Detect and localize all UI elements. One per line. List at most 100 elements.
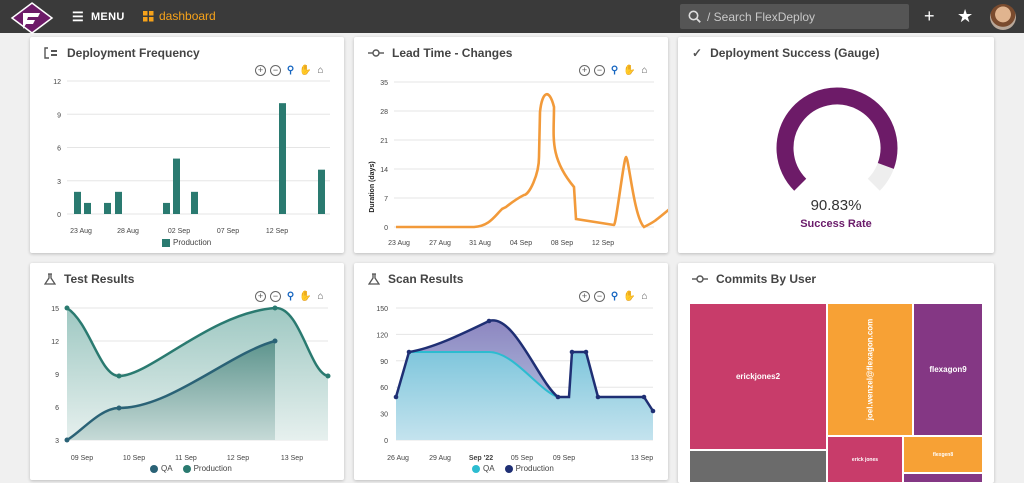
treemap-label: joel.wenzel@flexagon.com: [865, 318, 875, 421]
x-tick-label: 27 Aug: [429, 240, 451, 247]
gauge-label: Success Rate: [800, 218, 872, 230]
deploy-icon: [44, 47, 57, 59]
deployment-success-card: ✓ Deployment Success (Gauge) 90.83% Succ…: [678, 37, 994, 253]
bar[interactable]: [84, 202, 91, 214]
breadcrumb-label: dashboard: [159, 9, 216, 23]
zoom-in-icon[interactable]: +: [255, 65, 266, 76]
x-tick-label: 26 Aug: [387, 455, 409, 462]
test-results-chart: 15 12 9 6 3 09 Sep 10 Sep 11 Sep 12 Sep 13 Sep: [51, 305, 331, 462]
bar[interactable]: [104, 202, 111, 214]
legend-swatch: [150, 464, 158, 473]
y-tick-label: 35: [380, 80, 388, 87]
add-icon[interactable]: +: [924, 6, 935, 26]
legend-swatch: [182, 464, 191, 473]
lead-time-chart: 35 28 21 14 7 0 Duration (days) 23 Aug 27 Aug 3…: [369, 80, 668, 247]
zoom-select-icon[interactable]: ⚲: [286, 291, 295, 302]
scan-results-chart: 150 120 90 60 30 0 26 Aug 29 Aug Sep '22 05 Sep 0…: [376, 306, 656, 462]
y-tick-label: 90: [380, 359, 388, 366]
pan-icon[interactable]: ✋: [623, 291, 636, 302]
flask-icon: [44, 273, 56, 285]
deployment-frequency-chart: 12 9 6 3 0 23 Aug 28 Aug 02 Sep 07 Sep 12 Sep: [53, 79, 330, 235]
y-tick-label: 6: [57, 146, 61, 153]
x-tick-label: Sep '22: [469, 455, 493, 462]
treemap-label: flexgen8: [932, 451, 954, 458]
x-tick-label: 10 Sep: [123, 455, 145, 462]
bar[interactable]: [163, 202, 170, 214]
treemap-label: erick jones: [851, 456, 879, 463]
pan-icon[interactable]: ✋: [299, 291, 312, 302]
breadcrumb[interactable]: dashboard: [143, 9, 216, 23]
x-tick-label: 13 Sep: [631, 455, 653, 462]
zoom-in-icon[interactable]: +: [255, 291, 266, 302]
treemap-tile[interactable]: flexagon9: [913, 303, 983, 436]
checkmark-icon: ✓: [692, 46, 703, 60]
production-markers: [393, 318, 656, 414]
y-tick-label: 0: [57, 212, 61, 219]
treemap-tile[interactable]: erick jones: [827, 436, 903, 483]
legend-swatch: [472, 464, 480, 473]
y-tick-label: 60: [380, 385, 388, 392]
reset-home-icon[interactable]: ⌂: [641, 291, 648, 302]
zoom-select-icon[interactable]: ⚲: [610, 65, 619, 76]
y-tick-label: 7: [384, 196, 388, 203]
card-title: Commits By User: [716, 272, 817, 286]
bar[interactable]: [318, 169, 325, 214]
gauge-fill: [776, 87, 898, 191]
y-tick-label: 15: [51, 306, 59, 313]
reset-home-icon[interactable]: ⌂: [317, 291, 324, 302]
zoom-in-icon[interactable]: +: [579, 65, 590, 76]
qa-line: [66, 339, 276, 442]
chart-legend[interactable]: Production: [162, 238, 211, 247]
pan-icon[interactable]: ✋: [299, 65, 312, 76]
y-tick-label: 12: [51, 339, 59, 346]
x-tick-label: 05 Sep: [511, 455, 533, 462]
zoom-select-icon[interactable]: ⚲: [610, 291, 619, 302]
y-tick-label: 3: [55, 438, 59, 445]
zoom-out-icon[interactable]: −: [270, 65, 281, 76]
bar[interactable]: [173, 158, 180, 214]
search-input[interactable]: [707, 9, 897, 24]
x-tick-label: 23 Aug: [70, 228, 92, 235]
card-title: Test Results: [64, 272, 135, 286]
menu-button[interactable]: ☰ MENU: [72, 8, 125, 26]
test-results-card: Test Results + − ⚲ ✋ ⌂ 15 12 9 6 3 09 Sep 10 …: [30, 263, 344, 480]
zoom-out-icon[interactable]: −: [594, 65, 605, 76]
legend-swatch: [504, 464, 513, 473]
treemap-tile[interactable]: [903, 473, 983, 483]
y-tick-label: 0: [384, 225, 388, 232]
chart-toolbar: + − ⚲ ✋ ⌂: [255, 65, 326, 76]
x-tick-label: 12 Sep: [266, 228, 288, 235]
qa-area: [396, 352, 653, 440]
flexdeploy-logo[interactable]: [8, 1, 56, 34]
production-line: [66, 306, 329, 378]
production-line: [394, 319, 655, 412]
reset-home-icon[interactable]: ⌂: [641, 65, 648, 76]
zoom-out-icon[interactable]: −: [270, 291, 281, 302]
reset-home-icon[interactable]: ⌂: [317, 65, 324, 76]
x-tick-label: 29 Aug: [429, 455, 451, 462]
x-tick-label: 09 Sep: [553, 455, 575, 462]
bar[interactable]: [191, 191, 198, 214]
chart-toolbar: + − ⚲ ✋ ⌂: [579, 65, 650, 76]
bar[interactable]: [115, 191, 122, 214]
chart-legend[interactable]: QA Production: [472, 464, 554, 473]
star-icon[interactable]: ★: [957, 6, 974, 26]
treemap-tile[interactable]: erickjones2: [689, 303, 827, 450]
avatar[interactable]: [990, 4, 1016, 30]
treemap-tile[interactable]: [689, 450, 827, 483]
treemap-tile[interactable]: flexgen8: [903, 436, 983, 473]
qa-markers: [64, 338, 278, 443]
legend-production: Production: [173, 238, 212, 247]
zoom-out-icon[interactable]: −: [594, 291, 605, 302]
treemap-tile[interactable]: joel.wenzel@flexagon.com: [827, 303, 913, 436]
search-box[interactable]: [680, 4, 909, 29]
x-tick-label: 11 Sep: [175, 455, 197, 462]
chart-legend[interactable]: QA Production: [150, 464, 232, 473]
bar[interactable]: [74, 191, 81, 214]
zoom-select-icon[interactable]: ⚲: [286, 65, 295, 76]
pan-icon[interactable]: ✋: [623, 65, 636, 76]
flask-icon: [368, 273, 380, 285]
bar[interactable]: [279, 103, 286, 214]
production-markers: [64, 305, 331, 379]
zoom-in-icon[interactable]: +: [579, 291, 590, 302]
